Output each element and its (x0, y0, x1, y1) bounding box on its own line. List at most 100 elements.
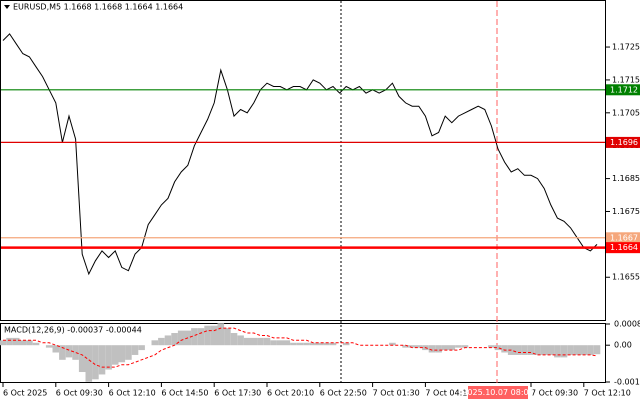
macd-bar (389, 342, 396, 346)
level-label-box (606, 84, 640, 96)
macd-y-tick-label: 0.00 (614, 341, 632, 350)
macd-bar (12, 337, 20, 346)
level-label: 1.1664 (610, 243, 638, 252)
macd-bar (514, 345, 522, 355)
macd-bar (593, 345, 601, 355)
macd-bar (309, 342, 317, 346)
macd-bar (290, 342, 297, 346)
x-tick-label: 6 Oct 17:30 (214, 389, 261, 398)
y-tick-label: 1.1655 (612, 273, 640, 282)
macd-bar (65, 345, 73, 358)
x-tick-label: 6 Oct 14:50 (161, 389, 208, 398)
symbol-arrow (4, 5, 10, 9)
y-tick-label: 1.1715 (612, 75, 640, 84)
macd-bar (59, 345, 66, 360)
macd-bar (105, 345, 112, 370)
macd-bar (303, 342, 310, 346)
macd-bar (131, 345, 139, 355)
x-tick-label: 7 Oct 12:10 (584, 389, 631, 398)
y-tick-label: 1.1685 (612, 174, 640, 183)
x-tick-label: 7 Oct 09:30 (531, 389, 578, 398)
macd-bar (540, 345, 548, 355)
x-tick-label: 6 Oct 12:10 (109, 389, 156, 398)
x-tick-label: 6 Oct 22:50 (320, 389, 367, 398)
macd-bar (560, 345, 568, 358)
macd-bar (329, 342, 337, 346)
macd-bar (217, 323, 225, 346)
macd-bar (125, 345, 132, 360)
macd-bar (402, 345, 409, 348)
macd-bar (521, 345, 528, 355)
y-tick-label: 1.1725 (612, 43, 640, 52)
macd-bar (224, 328, 231, 346)
cursor-label-box (468, 386, 528, 399)
level-label-box (606, 136, 640, 148)
macd-bar (554, 345, 561, 358)
level-label-box (606, 242, 640, 254)
macd-panel-frame (0, 323, 606, 383)
macd-bar (567, 345, 574, 355)
macd-bar (342, 342, 350, 346)
macd-bar (118, 345, 126, 363)
macd-bar (45, 345, 53, 348)
x-tick-label: 6 Oct 2025 (3, 389, 47, 398)
macd-bar (237, 335, 244, 346)
macd-y-tick-label: -0.00151 (614, 378, 640, 387)
macd-bar (243, 337, 251, 346)
macd-bar (26, 340, 33, 346)
macd-bar (171, 333, 178, 346)
macd-bar (52, 345, 60, 353)
macd-bar (6, 337, 13, 346)
macd-y-tick-label: 0.00087 (614, 320, 640, 329)
level-label: 1.1712 (610, 85, 638, 94)
macd-bar (527, 345, 535, 355)
macd-bar (32, 342, 40, 346)
macd-bar (276, 340, 284, 346)
macd-bar (263, 337, 271, 346)
macd-bar (461, 345, 469, 348)
macd-bar (177, 330, 185, 346)
macd-bar (587, 345, 594, 355)
macd-bar (323, 342, 330, 346)
macd-bar (316, 342, 324, 346)
y-tick-label: 1.1705 (612, 108, 640, 117)
x-tick-label: 6 Oct 09:30 (56, 389, 103, 398)
macd-bar (210, 325, 218, 346)
macd-bar (408, 345, 416, 348)
macd-title: MACD(12,26,9) -0.00037 -0.00044 (4, 326, 142, 335)
macd-bar (191, 328, 198, 346)
level-label-box (606, 232, 640, 244)
y-tick-label: 1.1675 (612, 207, 640, 216)
macd-bar (158, 337, 165, 346)
cursor-label: 2025.10.07 08:00 (462, 388, 533, 397)
macd-bar (428, 345, 436, 353)
macd-bar (283, 340, 291, 346)
macd-bar (455, 345, 462, 348)
macd-bar (204, 325, 211, 346)
macd-bar (138, 345, 145, 351)
price-line (2, 33, 598, 276)
macd-bar (85, 345, 93, 382)
chart-title: EURUSD,M5 1.1668 1.1668 1.1664 1.1664 (13, 3, 183, 12)
x-tick-label: 6 Oct 20:10 (267, 389, 314, 398)
macd-bar (257, 337, 264, 346)
macd-bar (151, 340, 159, 346)
macd-bar (92, 345, 99, 380)
signal-line (3, 327, 598, 368)
macd-bar (580, 345, 588, 355)
macd-bar (230, 333, 238, 346)
macd-bar (164, 335, 172, 346)
macd-bar (197, 328, 205, 346)
macd-bar (111, 345, 119, 365)
level-label: 1.1667 (610, 233, 638, 242)
macd-bar (19, 340, 27, 346)
main-panel-frame (0, 0, 606, 321)
macd-bar (448, 345, 456, 351)
macd-bar (501, 345, 508, 353)
macd-bar (547, 345, 555, 355)
x-tick-label: 7 Oct 01:30 (373, 389, 420, 398)
macd-bar (441, 345, 449, 351)
